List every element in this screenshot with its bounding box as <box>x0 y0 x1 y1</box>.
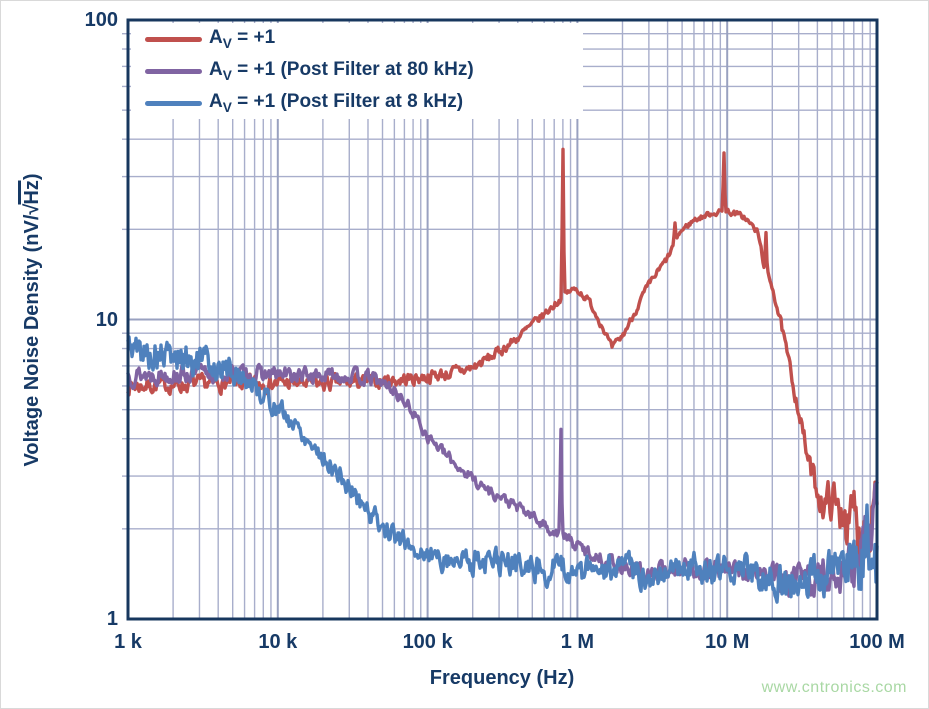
legend-item-av1: AV = +1 <box>131 25 583 53</box>
y-axis-title: Voltage Noise Density (nV/√Hz) <box>18 173 44 467</box>
legend-line-swatch-purple <box>145 68 202 74</box>
legend-item-av1-post-8khz: AV = +1 (Post Filter at 8 kHz) <box>131 89 583 117</box>
x-tick-label-1k: 1 k <box>114 631 142 653</box>
legend-label: AV = +1 (Post Filter at 8 kHz) <box>209 91 464 115</box>
y-tick-label-10: 10 <box>95 308 118 331</box>
x-tick-label-100M: 100 M <box>849 631 905 653</box>
x-tick-label-1M: 1 M <box>560 631 595 653</box>
plot-frame <box>126 18 879 621</box>
y-tick-label-100: 100 <box>84 9 118 31</box>
legend: AV = +1 AV = +1 (Post Filter at 80 kHz) … <box>131 23 583 119</box>
legend-item-av1-post-80khz: AV = +1 (Post Filter at 80 kHz) <box>131 57 583 85</box>
plot-area <box>122 18 879 621</box>
watermark-text: www.cntronics.com <box>761 679 907 696</box>
legend-line-swatch-red <box>145 36 202 42</box>
x-tick-label-100k: 100 k <box>402 631 453 653</box>
legend-label: AV = +1 (Post Filter at 80 kHz) <box>209 59 474 83</box>
curve-av1-post-filter-8khz <box>126 335 879 604</box>
x-tick-label-10k: 10 k <box>258 631 298 653</box>
grid-major-lines <box>128 20 877 619</box>
y-tick-label-1: 1 <box>106 608 118 630</box>
data-curves <box>126 147 879 604</box>
x-tick-label-10M: 10 M <box>704 631 750 653</box>
legend-line-swatch-blue <box>145 100 202 106</box>
legend-label: AV = +1 <box>209 27 276 51</box>
x-axis-title: Frequency (Hz) <box>429 667 575 689</box>
